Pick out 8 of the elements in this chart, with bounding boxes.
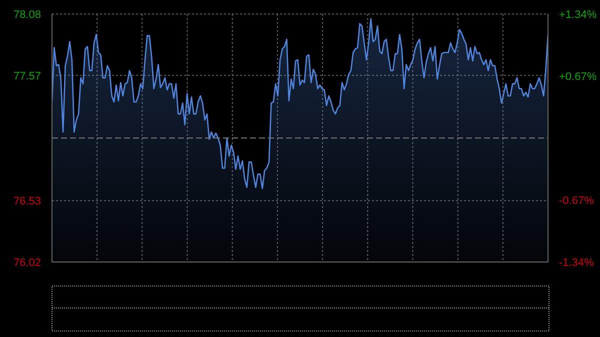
y-tick-label: 76.02 xyxy=(13,257,41,269)
y-tick-label: 78.08 xyxy=(13,9,41,21)
y2-tick-label: +1.34% xyxy=(559,9,597,21)
y2-tick-label: -0.67% xyxy=(559,195,594,207)
y-tick-label: 77.57 xyxy=(13,70,41,82)
y2-tick-label: -1.34% xyxy=(559,257,594,269)
y2-tick-label: +0.67% xyxy=(559,71,597,83)
y-tick-label: 76.53 xyxy=(13,196,41,208)
